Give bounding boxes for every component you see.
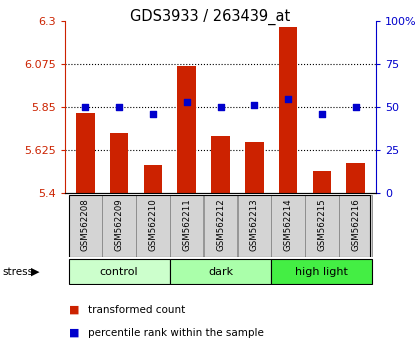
Bar (102, 195, 136, 257)
Text: GSM562216: GSM562216 (351, 198, 360, 251)
Text: GDS3933 / 263439_at: GDS3933 / 263439_at (130, 9, 290, 25)
Bar (346, 163, 365, 193)
Bar (339, 195, 373, 257)
Bar (76, 113, 94, 193)
Bar (170, 195, 203, 257)
Text: transformed count: transformed count (88, 305, 186, 315)
Point (251, 103, 257, 108)
Text: high light: high light (295, 267, 348, 277)
Text: ▶: ▶ (31, 267, 39, 277)
Point (82, 104, 89, 110)
Text: GSM562208: GSM562208 (81, 198, 90, 251)
Text: GSM562211: GSM562211 (182, 198, 191, 251)
Point (116, 104, 123, 110)
Bar (271, 195, 305, 257)
Bar (211, 136, 230, 193)
Bar (271, 259, 373, 285)
Text: GSM562209: GSM562209 (115, 198, 123, 251)
Text: ■: ■ (69, 328, 80, 338)
Text: GSM562210: GSM562210 (148, 198, 158, 251)
Point (184, 99, 190, 105)
Bar (110, 133, 129, 193)
Text: dark: dark (208, 267, 233, 277)
Point (150, 111, 156, 117)
Text: GSM562215: GSM562215 (318, 198, 326, 251)
Bar (68, 195, 102, 257)
Bar (245, 142, 264, 193)
Bar (204, 195, 237, 257)
Text: ■: ■ (69, 305, 80, 315)
Bar (279, 27, 297, 193)
Point (318, 111, 325, 117)
Bar (136, 195, 170, 257)
Text: control: control (100, 267, 139, 277)
Bar (170, 259, 271, 285)
Point (352, 104, 359, 110)
Text: stress: stress (2, 267, 33, 277)
Bar (144, 165, 162, 193)
Bar (177, 66, 196, 193)
Bar (305, 195, 339, 257)
Point (217, 104, 224, 110)
Bar (68, 259, 170, 285)
Text: GSM562214: GSM562214 (284, 198, 293, 251)
Bar (312, 171, 331, 193)
Text: percentile rank within the sample: percentile rank within the sample (88, 328, 264, 338)
Point (285, 96, 291, 101)
Bar (238, 195, 271, 257)
Text: GSM562213: GSM562213 (250, 198, 259, 251)
Text: GSM562212: GSM562212 (216, 198, 225, 251)
